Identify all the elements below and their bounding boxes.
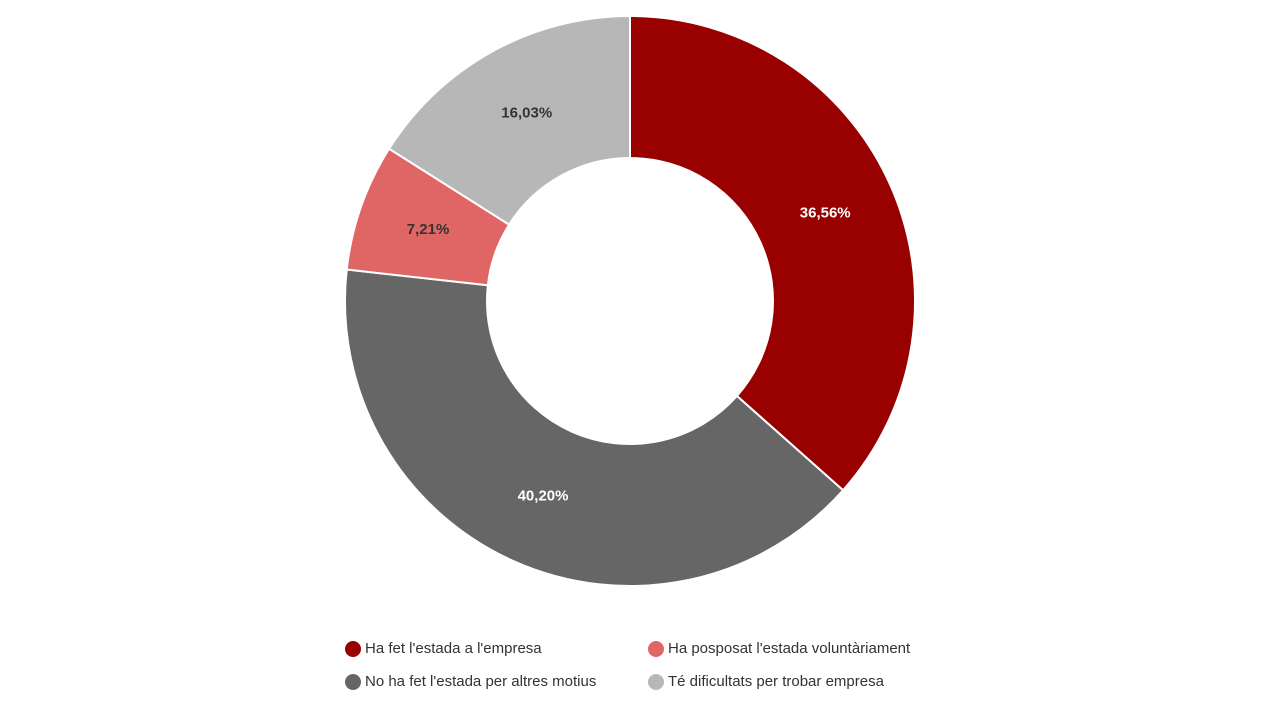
legend-label: Ha fet l'estada a l'empresa: [365, 640, 542, 657]
data-label: 7,21%: [407, 221, 450, 238]
data-label: 40,20%: [518, 488, 569, 505]
donut-slice: [344, 268, 845, 587]
legend-marker: [648, 674, 664, 690]
legend-label: Té dificultats per trobar empresa: [668, 673, 885, 690]
data-label: 16,03%: [501, 105, 552, 122]
legend-marker: [345, 641, 361, 657]
data-label: 36,56%: [800, 204, 851, 221]
donut-slice: [387, 14, 631, 226]
legend-marker: [648, 641, 664, 657]
legend-label: Ha posposat l'estada voluntàriament: [668, 640, 911, 657]
legend-label: No ha fet l'estada per altres motius: [365, 673, 596, 690]
legend-marker: [345, 674, 361, 690]
donut-slice: [629, 14, 916, 492]
